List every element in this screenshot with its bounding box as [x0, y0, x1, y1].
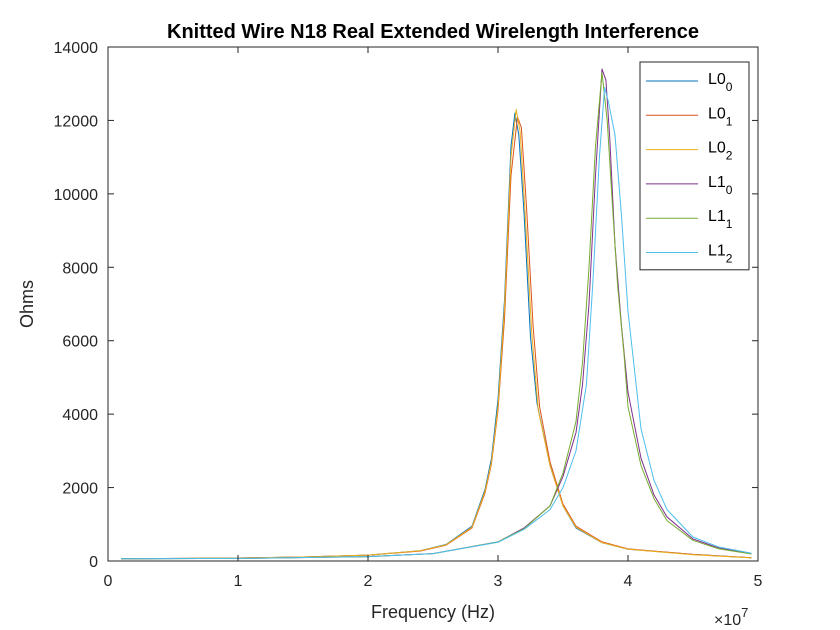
legend-label-subscript: 1 [726, 217, 733, 231]
legend-label-l0-2: L02 [708, 140, 733, 163]
y-tick-label: 4000 [62, 407, 98, 424]
axes-layer: 0 1 2 3 4 5 0 2000 4000 6000 8000 10000 12000 14000 [54, 40, 763, 590]
legend-label-base: L0 [708, 140, 726, 157]
legend-label-l1-1: L11 [708, 208, 733, 231]
y-tick-label: 12000 [54, 113, 99, 130]
series-line-l1-2 [120, 86, 752, 560]
axes-box [107, 46, 759, 562]
x-tick-label: 3 [494, 573, 503, 590]
y-tick-label: 6000 [62, 334, 98, 351]
legend-label-l1-2: L12 [708, 243, 733, 266]
legend-label-base: L1 [708, 208, 726, 225]
x-axis-multiplier-base: ×10 [714, 612, 741, 629]
y-tick-label: 14000 [54, 40, 99, 57]
series-layer [120, 68, 752, 560]
y-axis-label: Ohms [17, 280, 37, 328]
chart-title: Knitted Wire N18 Real Extended Wirelengt… [167, 21, 699, 43]
x-tick-label: 0 [104, 573, 113, 590]
legend-label-base: L0 [708, 105, 726, 122]
legend-label-subscript: 1 [726, 114, 733, 128]
legend-label-base: L1 [708, 243, 726, 260]
legend-label-subscript: 2 [726, 252, 733, 266]
y-tick-label: 10000 [54, 187, 99, 204]
x-tick-label: 2 [364, 573, 373, 590]
legend-label-l0-0: L00 [708, 71, 733, 94]
legend-label-subscript: 0 [726, 183, 733, 197]
legend-label-subscript: 0 [726, 80, 733, 94]
x-axis-label: Frequency (Hz) [371, 602, 495, 622]
legend-label-base: L0 [708, 71, 726, 88]
legend-label-subscript: 2 [726, 149, 733, 163]
x-tick-label: 1 [234, 573, 243, 590]
y-tick-label: 8000 [62, 260, 98, 277]
x-axis-multiplier: ×107 [714, 605, 748, 629]
y-tick-label: 0 [89, 554, 98, 571]
x-tick-label: 4 [624, 573, 633, 590]
x-tick-label: 5 [754, 573, 763, 590]
legend-label-l1-0: L10 [708, 174, 733, 197]
legend-label-base: L1 [708, 174, 726, 191]
series-line-l0-2 [120, 108, 752, 560]
legend-label-l0-1: L01 [708, 105, 733, 128]
x-axis-multiplier-power: 7 [741, 605, 748, 620]
legend-box [639, 61, 750, 271]
y-tick-label: 2000 [62, 481, 98, 498]
